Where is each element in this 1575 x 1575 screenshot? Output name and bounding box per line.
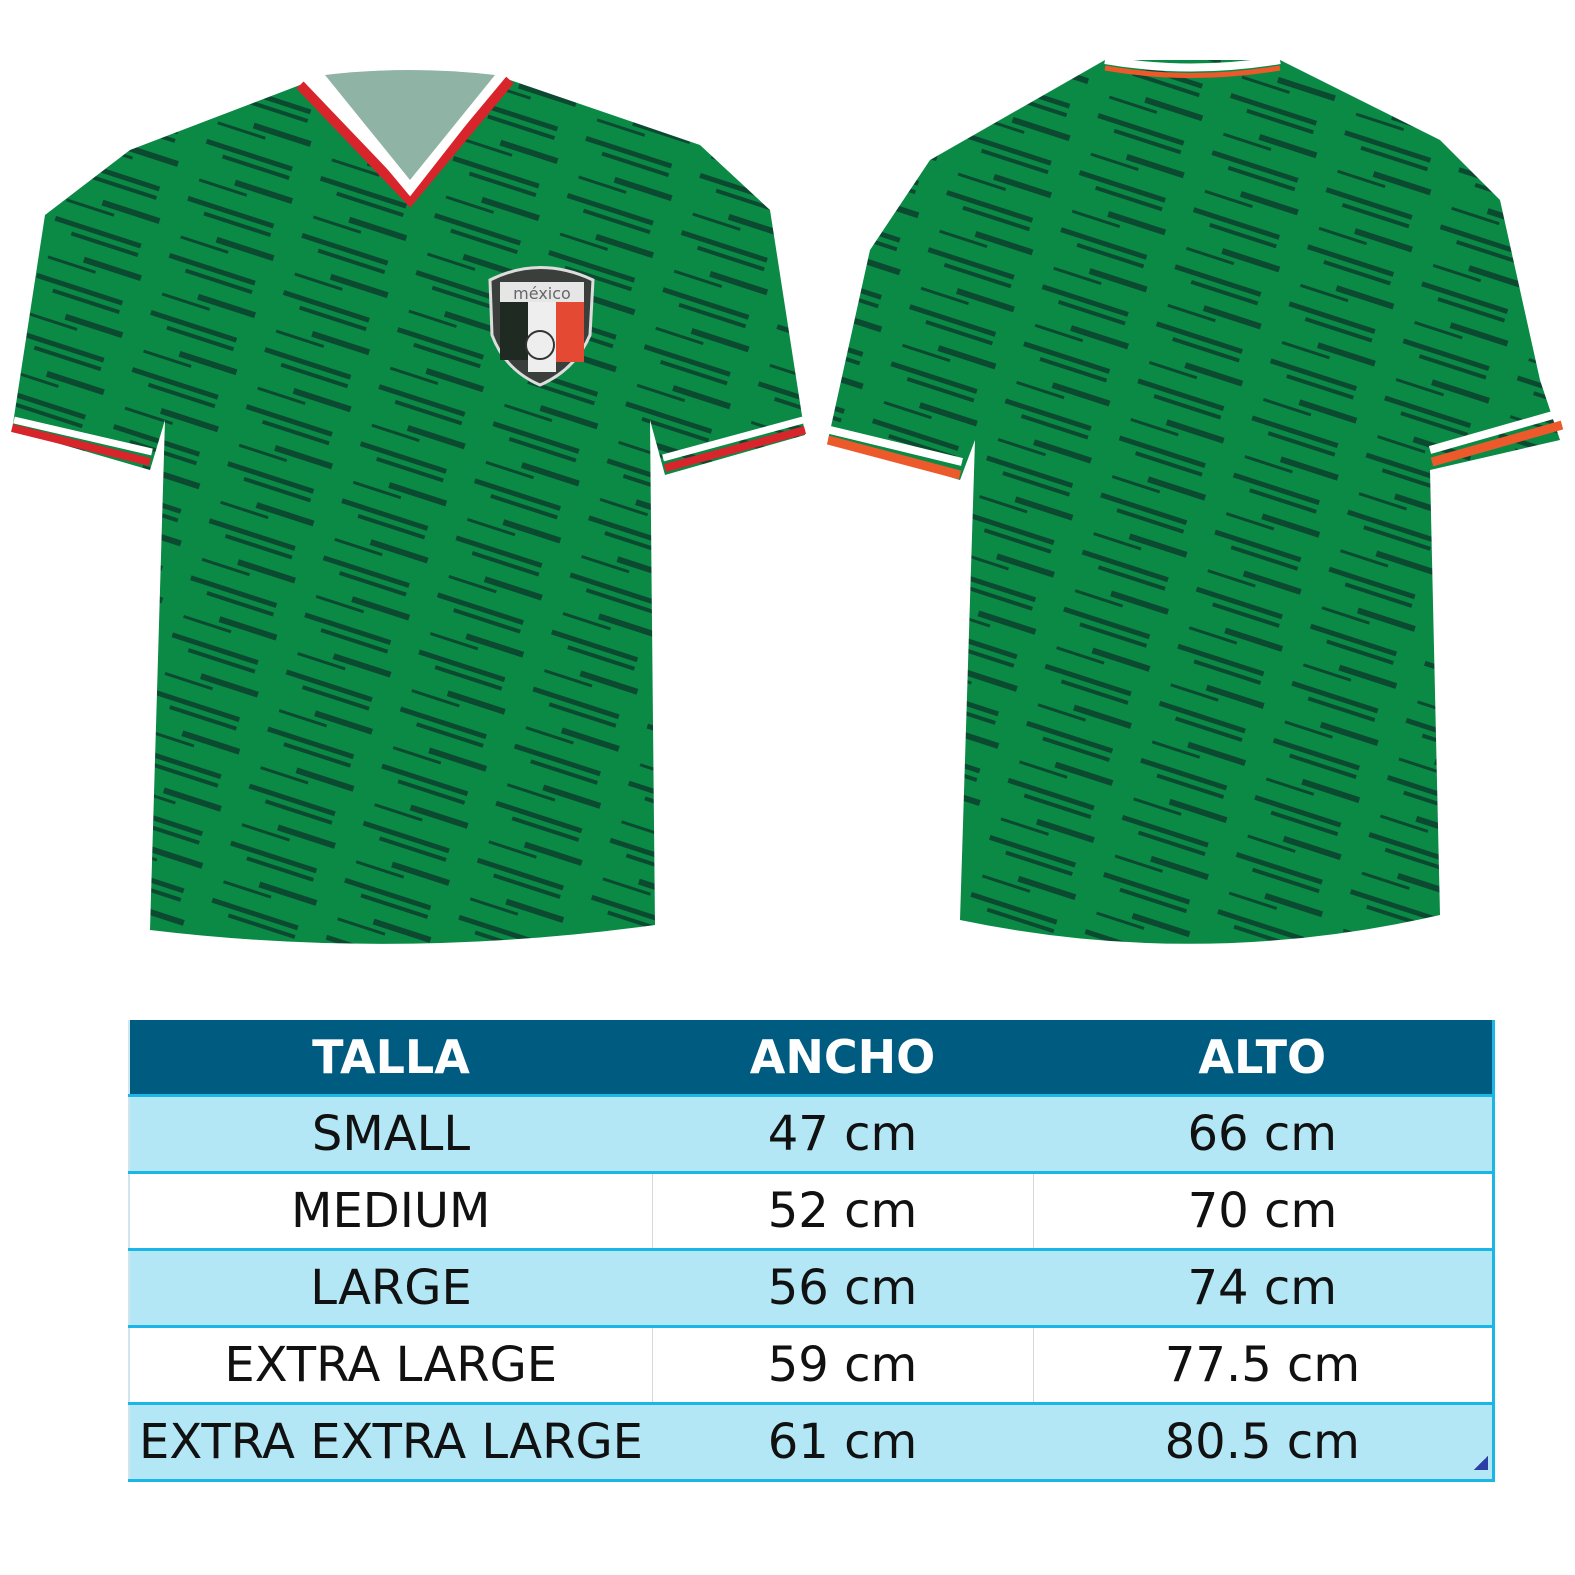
size-chart-table: TALLA ANCHO ALTO SMALL 47 cm 66 cm MEDIU… <box>128 1020 1495 1482</box>
jersey-back-image <box>826 56 1564 944</box>
width-cell: 59 cm <box>651 1325 1033 1404</box>
table-row: LARGE 56 cm 74 cm <box>129 1248 1493 1327</box>
width-cell: 47 cm <box>652 1094 1033 1173</box>
table-resize-handle-icon <box>1474 1456 1488 1470</box>
header-alto: ALTO <box>1033 1020 1493 1096</box>
size-cell: EXTRA LARGE <box>129 1325 652 1404</box>
length-cell: 74 cm <box>1033 1248 1493 1327</box>
length-cell: 66 cm <box>1033 1094 1493 1173</box>
mexico-crest-logo: méxico <box>488 266 595 387</box>
width-cell: 61 cm <box>652 1402 1033 1482</box>
header-talla: TALLA <box>129 1020 652 1096</box>
width-cell: 52 cm <box>651 1171 1033 1250</box>
svg-text:méxico: méxico <box>513 284 571 303</box>
table-row: MEDIUM 52 cm 70 cm <box>129 1171 1493 1250</box>
width-cell: 56 cm <box>652 1248 1033 1327</box>
length-cell: 77.5 cm <box>1032 1325 1493 1404</box>
table-row: EXTRA EXTRA LARGE 61 cm 80.5 cm <box>129 1402 1493 1482</box>
size-cell: EXTRA EXTRA LARGE <box>129 1402 652 1482</box>
table-row: SMALL 47 cm 66 cm <box>129 1094 1493 1173</box>
size-cell: SMALL <box>129 1094 652 1173</box>
table-row: EXTRA LARGE 59 cm 77.5 cm <box>129 1325 1493 1404</box>
size-cell: MEDIUM <box>129 1171 652 1250</box>
jersey-front-image: méxico <box>11 70 807 944</box>
header-ancho: ANCHO <box>652 1020 1033 1096</box>
length-cell: 70 cm <box>1032 1171 1493 1250</box>
length-cell: 80.5 cm <box>1033 1402 1493 1482</box>
size-cell: LARGE <box>129 1248 652 1327</box>
table-header-row: TALLA ANCHO ALTO <box>129 1020 1493 1096</box>
